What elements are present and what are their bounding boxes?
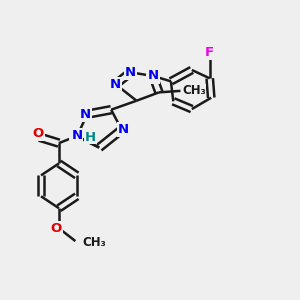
Text: N: N <box>71 130 82 142</box>
Text: N: N <box>110 78 121 91</box>
Text: O: O <box>50 222 62 235</box>
Text: N: N <box>125 66 136 79</box>
Text: S: S <box>70 130 80 143</box>
Text: H: H <box>85 131 96 144</box>
Text: O: O <box>32 127 44 140</box>
Text: CH₃: CH₃ <box>182 84 206 98</box>
Text: CH₃: CH₃ <box>83 236 106 249</box>
Text: N: N <box>118 123 129 136</box>
Text: N: N <box>80 108 92 121</box>
Text: N: N <box>147 69 158 82</box>
Text: F: F <box>205 46 214 59</box>
